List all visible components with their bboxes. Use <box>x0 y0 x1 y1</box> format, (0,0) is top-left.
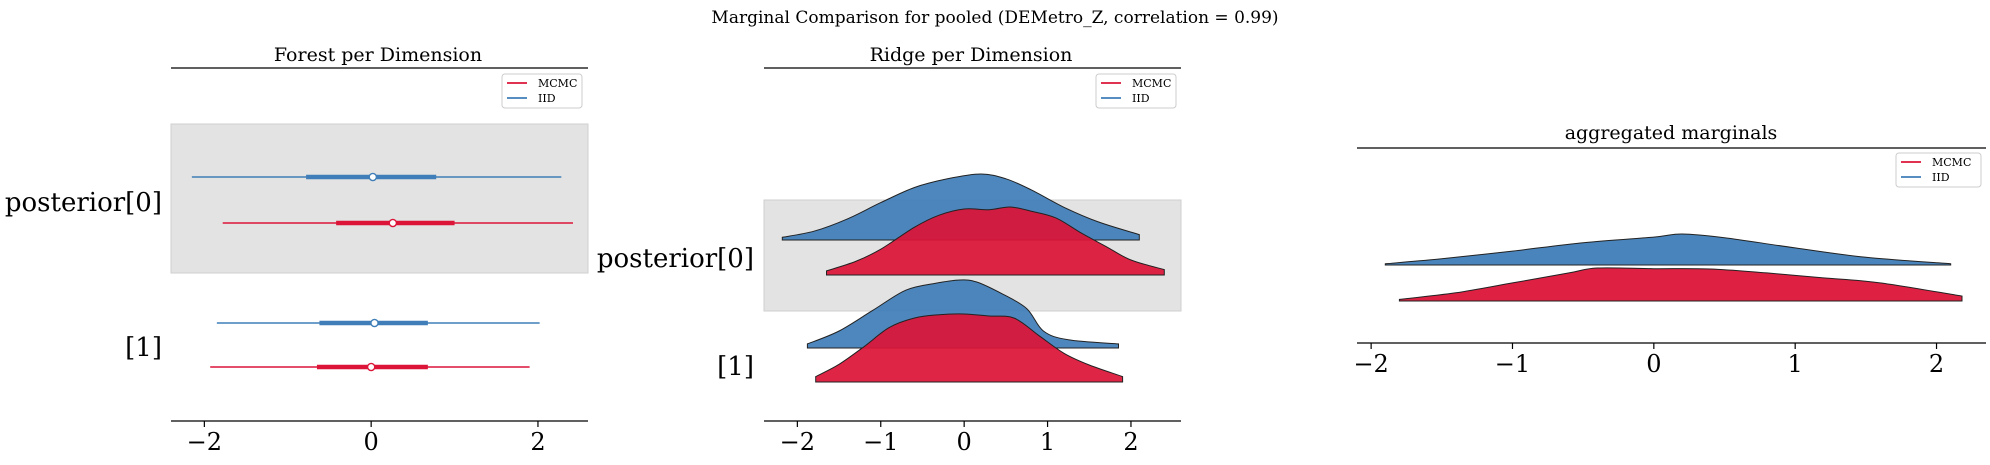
ridge-xtick-label: −2 <box>780 428 815 456</box>
forest-dim-1-mcmc-median <box>366 362 376 372</box>
aggregated-xtick-label: 0 <box>1646 350 1661 378</box>
ridge-row-label-1: [1] <box>717 352 754 382</box>
forest-band-posterior-0 <box>170 123 589 274</box>
forest-xtick-label: 2 <box>530 428 545 456</box>
aggregated-mcmc-density <box>1398 267 1963 302</box>
forest-legend: MCMC IID <box>501 73 583 109</box>
forest-legend-mcmc: MCMC <box>538 77 577 90</box>
ridge-xtick-label: 2 <box>1123 428 1138 456</box>
aggregated-iid-density <box>1384 233 1952 266</box>
forest-row-label-posterior-0: posterior[0] <box>5 188 162 218</box>
aggregated-legend-iid: IID <box>1932 171 1950 184</box>
ridge-xtick-label: 0 <box>957 428 972 456</box>
ridge-dim-1-mcmc-density <box>815 313 1124 383</box>
forest-row-label-1: [1] <box>125 333 162 363</box>
ridge-xtick-label: −1 <box>863 428 898 456</box>
ridge-row-label-posterior-0: posterior[0] <box>597 244 754 274</box>
ridge-panel-title: Ridge per Dimension <box>870 44 1073 66</box>
ridge-panel: Ridge per Dimension posterior[0] [1] −2 −… <box>597 44 1182 456</box>
aggregated-xtick-label: 2 <box>1929 350 1944 378</box>
forest-xtick-label: 0 <box>364 428 379 456</box>
ridge-posterior-0-mcmc-density <box>826 206 1165 276</box>
aggregated-xtick-label: 1 <box>1788 350 1803 378</box>
forest-legend-iid: IID <box>538 92 556 105</box>
forest-posterior-0-iid-median <box>368 172 378 182</box>
aggregated-xtick-label: −2 <box>1353 350 1388 378</box>
aggregated-legend: MCMC IID <box>1895 152 1982 188</box>
aggregated-legend-mcmc: MCMC <box>1932 156 1971 169</box>
ridge-legend-mcmc: MCMC <box>1132 77 1171 90</box>
ridge-xtick-label: 1 <box>1040 428 1055 456</box>
aggregated-panel: aggregated marginals −2 −1 0 1 2 MCMC IID <box>1353 122 1986 378</box>
ridge-legend-iid: IID <box>1132 92 1150 105</box>
forest-dim-1-iid-median <box>370 318 379 328</box>
aggregated-panel-title: aggregated marginals <box>1565 122 1778 144</box>
forest-xtick-label: −2 <box>187 428 222 456</box>
ridge-legend: MCMC IID <box>1095 73 1177 109</box>
aggregated-xtick-label: −1 <box>1495 350 1530 378</box>
forest-panel-title: Forest per Dimension <box>274 44 482 66</box>
figure-suptitle: Marginal Comparison for pooled (DEMetro_… <box>711 8 1278 28</box>
forest-panel: Forest per Dimension posterior[0] [1] −2… <box>5 44 589 456</box>
forest-posterior-0-mcmc-median <box>388 218 398 228</box>
